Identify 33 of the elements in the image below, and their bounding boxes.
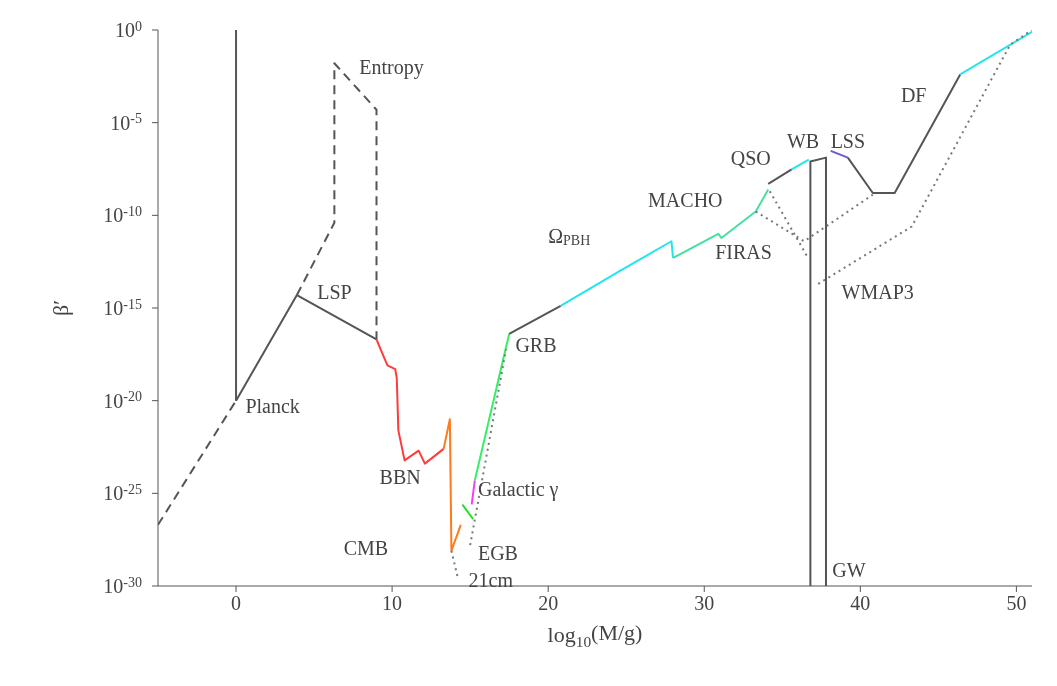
annotation: Planck xyxy=(245,394,300,417)
annotation: CMB xyxy=(343,536,389,559)
annotation: LSS xyxy=(830,129,866,152)
annotation: EGB xyxy=(477,541,518,564)
x-tick-label: 30 xyxy=(694,592,715,614)
y-axis-title: β′ xyxy=(48,299,73,317)
x-axis-title: log$_{10}$(M/g) xyxy=(547,620,643,650)
annotation: Entropy xyxy=(359,55,424,79)
annotation: GW xyxy=(832,558,866,581)
annotation: QSO xyxy=(730,146,771,169)
annotation: WB xyxy=(786,129,820,152)
y-tick-label: 10$^{-30}$ xyxy=(103,574,142,597)
x-tick-label: 20 xyxy=(538,592,559,614)
x-tick-label: 0 xyxy=(231,592,242,614)
y-tick-label: 10$^{-5}$ xyxy=(110,111,142,134)
x-tick-label: 40 xyxy=(850,592,871,614)
y-tick-label: 10$^{-20}$ xyxy=(103,389,142,412)
annotation: Galactic γ xyxy=(477,477,559,501)
annotation: DF xyxy=(900,83,927,106)
annotation: Ω$_{PBH}$ xyxy=(548,224,591,249)
x-tick-label: 50 xyxy=(1006,592,1027,614)
annotation: LSP xyxy=(317,280,352,303)
y-tick-label: 10$^{0}$ xyxy=(115,18,142,41)
y-tick-label: 10$^{-25}$ xyxy=(103,482,142,505)
annotation: BBN xyxy=(379,465,421,488)
annotation: FIRAS xyxy=(715,240,772,263)
annotation: GRB xyxy=(515,333,557,356)
annotation: 21cm xyxy=(468,568,514,591)
x-tick-label: 10 xyxy=(382,592,403,614)
y-tick-label: 10$^{-15}$ xyxy=(103,296,142,319)
y-tick-label: 10$^{-10}$ xyxy=(103,204,142,227)
annotation: MACHO xyxy=(648,188,723,211)
annotation: WMAP3 xyxy=(841,280,914,303)
